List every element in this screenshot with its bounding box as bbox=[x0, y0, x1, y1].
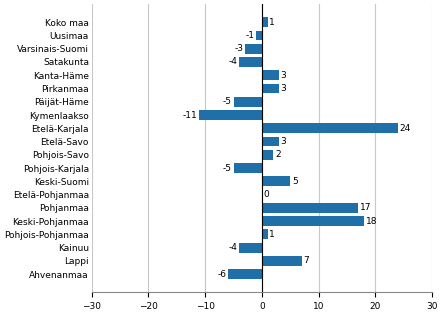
Bar bbox=[262, 150, 273, 160]
Text: -3: -3 bbox=[234, 44, 243, 53]
Bar bbox=[262, 203, 358, 213]
Text: 5: 5 bbox=[292, 177, 298, 186]
Text: -6: -6 bbox=[217, 270, 226, 278]
Bar bbox=[262, 70, 279, 80]
Text: -1: -1 bbox=[245, 31, 255, 40]
Text: -4: -4 bbox=[229, 243, 237, 252]
Bar bbox=[239, 243, 262, 253]
Bar bbox=[239, 57, 262, 67]
Text: -11: -11 bbox=[183, 111, 198, 119]
Bar bbox=[233, 163, 262, 173]
Bar bbox=[199, 110, 262, 120]
Bar bbox=[233, 97, 262, 107]
Text: 7: 7 bbox=[303, 256, 309, 265]
Bar bbox=[256, 31, 262, 40]
Bar bbox=[228, 269, 262, 279]
Text: 2: 2 bbox=[275, 150, 281, 159]
Text: 24: 24 bbox=[400, 124, 411, 133]
Bar bbox=[262, 136, 279, 146]
Bar bbox=[262, 229, 267, 239]
Text: 18: 18 bbox=[366, 216, 377, 226]
Text: -5: -5 bbox=[223, 163, 232, 173]
Bar bbox=[262, 83, 279, 94]
Text: 1: 1 bbox=[269, 18, 275, 27]
Text: 3: 3 bbox=[281, 137, 286, 146]
Text: 17: 17 bbox=[360, 203, 372, 212]
Bar bbox=[245, 44, 262, 54]
Bar bbox=[262, 216, 364, 226]
Text: 1: 1 bbox=[269, 230, 275, 239]
Bar bbox=[262, 17, 267, 27]
Text: -5: -5 bbox=[223, 97, 232, 106]
Text: 0: 0 bbox=[263, 190, 269, 199]
Bar bbox=[262, 256, 301, 266]
Text: 3: 3 bbox=[281, 71, 286, 80]
Text: 3: 3 bbox=[281, 84, 286, 93]
Bar bbox=[262, 123, 398, 133]
Bar bbox=[262, 176, 290, 186]
Text: -4: -4 bbox=[229, 58, 237, 66]
